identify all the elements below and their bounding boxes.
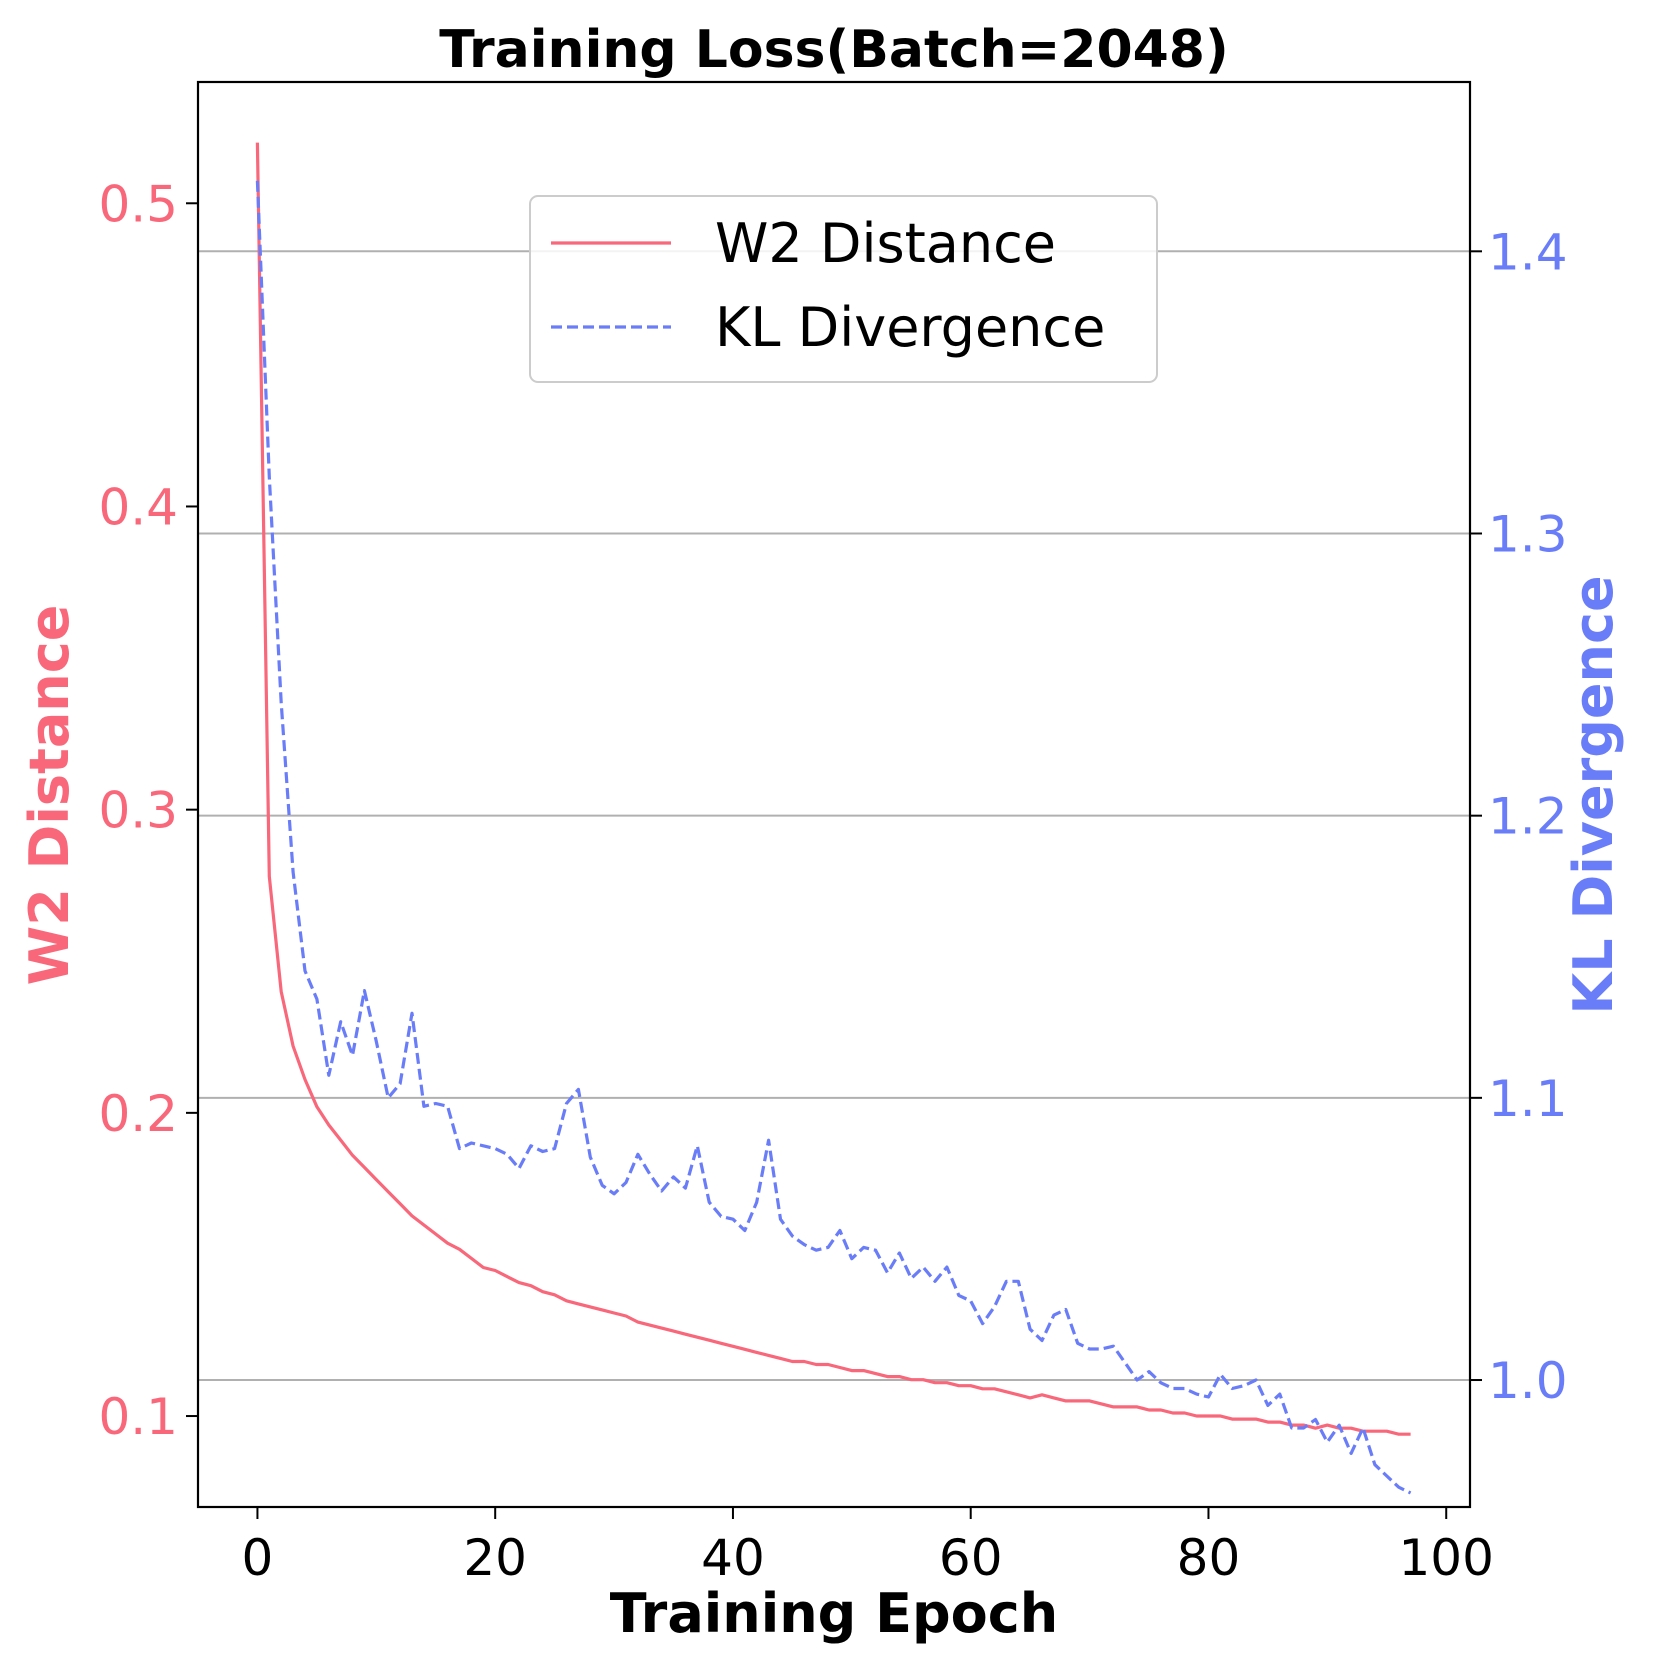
y-right-tick-label-1: 1.1 bbox=[1488, 1070, 1568, 1128]
legend-box bbox=[529, 195, 1158, 383]
x-tick-label-4: 80 bbox=[1177, 1529, 1241, 1587]
w2-distance-line bbox=[255, 142, 1411, 1436]
x-tick-label-3: 60 bbox=[939, 1529, 1003, 1587]
legend-w2-label: W2 Distance bbox=[715, 212, 1056, 275]
x-axis: 0 20 40 60 80 100 bbox=[242, 1507, 1494, 1587]
x-tick-label-0: 0 bbox=[242, 1529, 274, 1587]
y-axis-left: 0.1 0.2 0.3 0.4 0.5 bbox=[98, 175, 198, 1446]
plot-frame bbox=[196, 80, 1472, 1509]
x-axis-label: Training Epoch bbox=[610, 1582, 1058, 1645]
y-right-tick-label-2: 1.2 bbox=[1488, 788, 1568, 846]
y-left-tick-label-0: 0.1 bbox=[98, 1388, 178, 1446]
y-left-tick-label-4: 0.5 bbox=[98, 175, 178, 233]
grid-lines bbox=[198, 250, 1470, 1382]
y-left-tick-label-3: 0.4 bbox=[98, 478, 178, 536]
x-tick-label-1: 20 bbox=[463, 1529, 527, 1587]
legend-kl-label: KL Divergence bbox=[715, 296, 1105, 359]
y-right-tick-label-4: 1.4 bbox=[1488, 223, 1568, 281]
y-right-tick-label-3: 1.3 bbox=[1488, 505, 1568, 563]
x-tick-label-2: 40 bbox=[701, 1529, 765, 1587]
series-layer bbox=[255, 142, 1412, 1495]
kl-divergence-line bbox=[255, 180, 1412, 1495]
y-axis-right-label: KL Divergence bbox=[1562, 575, 1625, 1014]
x-tick-label-5: 100 bbox=[1399, 1529, 1494, 1587]
y-axis-right: 1.0 1.1 1.2 1.3 1.4 bbox=[1470, 223, 1568, 1410]
y-right-tick-label-0: 1.0 bbox=[1488, 1352, 1568, 1410]
chart-title: Training Loss(Batch=2048) bbox=[439, 20, 1229, 80]
y-left-tick-label-1: 0.2 bbox=[98, 1085, 178, 1143]
y-left-tick-label-2: 0.3 bbox=[98, 782, 178, 840]
legend: W2 Distance KL Divergence bbox=[529, 195, 1158, 383]
y-axis-left-label: W2 Distance bbox=[18, 605, 81, 986]
